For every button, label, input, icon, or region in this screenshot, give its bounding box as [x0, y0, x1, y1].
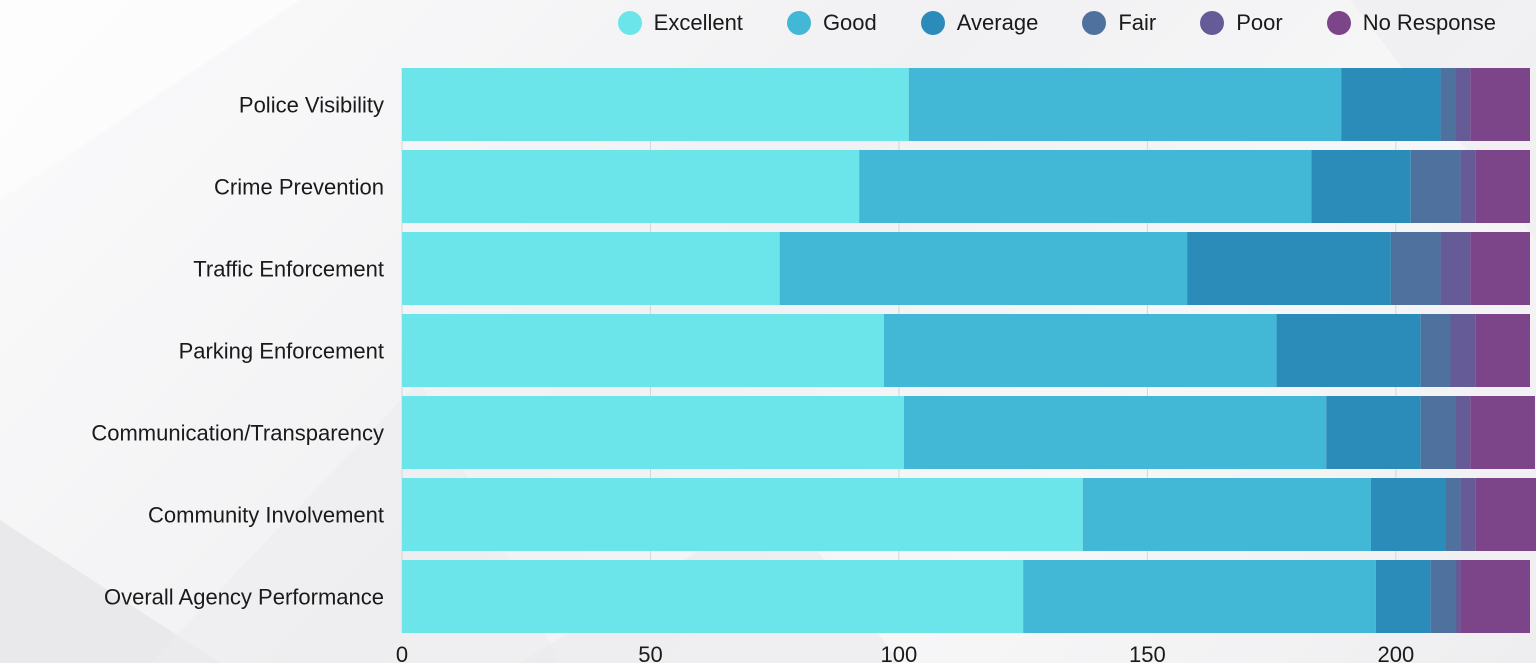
bar-segment-average [1326, 396, 1421, 469]
legend-swatch [1200, 11, 1225, 35]
bar-segment-excellent [402, 396, 904, 469]
category-label: Parking Enforcement [179, 339, 384, 364]
x-tick-label: 0 [396, 642, 408, 663]
bar-segment-average [1370, 478, 1446, 551]
legend-swatch [920, 11, 945, 35]
bar-segment-no-response [1475, 150, 1530, 223]
legend-swatch [1082, 11, 1107, 35]
bar-segment-good [859, 150, 1312, 223]
category-label: Overall Agency Performance [104, 585, 384, 610]
category-label: Crime Prevention [214, 175, 384, 200]
legend-label: Excellent [653, 10, 743, 35]
bar-segment-fair [1430, 560, 1456, 633]
legend-item-fair: Fair [1082, 10, 1156, 36]
x-tick-label: 200 [1377, 642, 1414, 663]
bar-segment-good [1082, 478, 1371, 551]
legend-item-poor: Poor [1200, 10, 1283, 36]
bar-segment-fair [1390, 232, 1441, 305]
bar-segment-excellent [402, 232, 780, 305]
bar-segment-poor [1440, 232, 1471, 305]
bar-segment-excellent [402, 478, 1083, 551]
bar-segment-average [1276, 314, 1421, 387]
bar-segment-good [903, 396, 1327, 469]
chart-legend: Excellent Good Average Fair Poor No Response [617, 6, 1496, 40]
bar-segment-excellent [402, 314, 885, 387]
bar-segment-poor [1460, 478, 1476, 551]
legend-item-no-response: No Response [1326, 10, 1496, 36]
bar-segment-no-response [1460, 560, 1530, 633]
legend-label: Fair [1118, 10, 1157, 35]
category-label: Police Visibility [239, 93, 384, 118]
bar-segment-poor [1455, 396, 1471, 469]
bar-segment-poor [1455, 560, 1461, 633]
bar-segment-poor [1455, 68, 1471, 141]
legend-item-excellent: Excellent [617, 10, 743, 36]
bar-segment-average [1341, 68, 1441, 141]
bar-segment-fair [1440, 68, 1456, 141]
bar-segment-excellent [402, 150, 860, 223]
bar-segment-excellent [402, 560, 1024, 633]
bar-segment-fair [1420, 396, 1456, 469]
category-label: Traffic Enforcement [193, 257, 384, 282]
bar-segment-no-response [1470, 232, 1530, 305]
legend-label: Average [956, 10, 1039, 35]
legend-swatch [1326, 11, 1351, 35]
category-label: Communication/Transparency [91, 421, 384, 446]
bar-segment-fair [1420, 314, 1451, 387]
legend-label: No Response [1362, 10, 1496, 35]
bar-segment-poor [1460, 150, 1476, 223]
bar-segment-fair [1445, 478, 1461, 551]
bar-segment-good [884, 314, 1277, 387]
bar-segment-no-response [1475, 314, 1530, 387]
legend-swatch [786, 11, 811, 35]
bar-segment-fair [1410, 150, 1461, 223]
category-label: Community Involvement [148, 503, 384, 528]
legend-label: Good [822, 10, 877, 35]
bar-segment-no-response [1470, 68, 1530, 141]
bar-segment-good [1023, 560, 1376, 633]
x-tick-label: 50 [638, 642, 662, 663]
legend-item-average: Average [920, 10, 1039, 36]
bar-segment-no-response [1475, 478, 1536, 551]
legend-label: Poor [1236, 10, 1283, 35]
bar-segment-average [1311, 150, 1411, 223]
bar-segment-average [1375, 560, 1431, 633]
bar-segment-average [1187, 232, 1391, 305]
bar-segment-excellent [402, 68, 909, 141]
bar-segment-good [908, 68, 1342, 141]
x-tick-label: 100 [881, 642, 918, 663]
x-tick-label: 150 [1129, 642, 1166, 663]
bar-segment-no-response [1470, 396, 1535, 469]
legend-item-good: Good [786, 10, 877, 36]
legend-swatch [617, 11, 642, 35]
bar-segment-good [779, 232, 1188, 305]
bar-segment-poor [1450, 314, 1476, 387]
